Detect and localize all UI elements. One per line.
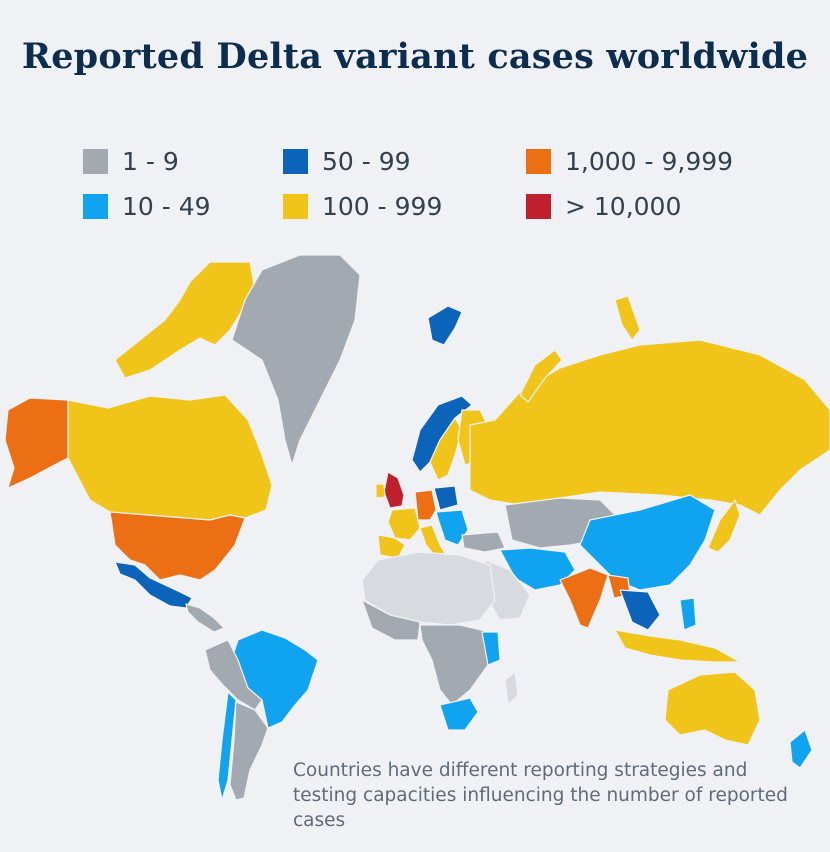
region-uk	[383, 471, 405, 509]
legend-item-50-99: 50 - 99	[283, 146, 411, 176]
legend-label: 50 - 99	[322, 146, 411, 176]
region-west-africa	[361, 599, 421, 641]
region-south-africa	[439, 697, 479, 731]
region-north-africa	[361, 551, 496, 626]
region-philippines	[679, 597, 697, 631]
map-footnote: Countries have different reporting strat…	[293, 760, 788, 831]
region-canadian-arctic	[114, 261, 256, 379]
region-svalbard	[427, 305, 463, 346]
region-australia	[664, 671, 761, 746]
region-central-africa	[419, 624, 491, 706]
legend-swatch	[526, 193, 551, 219]
region-canada	[67, 394, 273, 521]
region-argentina	[229, 701, 269, 801]
legend-item-100-999: 100 - 999	[283, 191, 442, 221]
region-kenya	[481, 631, 501, 666]
region-greenland	[231, 254, 361, 466]
region-indonesia	[614, 629, 741, 663]
legend-item-1-9: 1 - 9	[83, 146, 179, 176]
region-balkans	[435, 509, 469, 546]
region-usa	[109, 511, 246, 581]
region-japan	[707, 499, 741, 553]
region-central-america	[185, 603, 225, 633]
legend-swatch	[283, 148, 308, 174]
legend-label: 10 - 49	[122, 191, 211, 221]
region-poland	[433, 485, 459, 511]
map-title: Reported Delta variant cases worldwide	[21, 36, 809, 77]
legend-item-over-10000: > 10,000	[526, 191, 681, 221]
region-russia	[469, 339, 830, 516]
region-madagascar	[504, 671, 519, 706]
region-turkey	[461, 531, 506, 553]
legend-swatch	[83, 193, 108, 219]
region-novaya-zemlya-north	[614, 295, 641, 341]
legend-label: > 10,000	[565, 191, 682, 221]
region-germany	[414, 489, 437, 521]
region-china	[579, 494, 716, 591]
legend-item-1000-9999: 1,000 - 9,999	[526, 146, 733, 176]
region-peru-bolivia	[204, 639, 263, 711]
region-france	[387, 507, 421, 541]
legend-swatch	[83, 148, 108, 174]
legend-label: 1 - 9	[122, 146, 179, 176]
legend-item-10-49: 10 - 49	[83, 191, 211, 221]
region-ireland	[375, 483, 386, 499]
region-india	[559, 567, 609, 629]
region-novaya-zemlya	[519, 349, 563, 403]
region-thailand-indochina	[619, 589, 661, 631]
legend-swatch	[283, 193, 308, 219]
legend-label: 1,000 - 9,999	[565, 146, 734, 176]
legend-swatch	[526, 148, 551, 174]
region-spain-portugal	[377, 534, 406, 559]
region-mexico	[114, 561, 193, 609]
world-map	[4, 254, 830, 801]
region-alaska	[4, 397, 69, 489]
legend-label: 100 - 999	[322, 191, 443, 221]
region-new-zealand	[789, 729, 813, 769]
